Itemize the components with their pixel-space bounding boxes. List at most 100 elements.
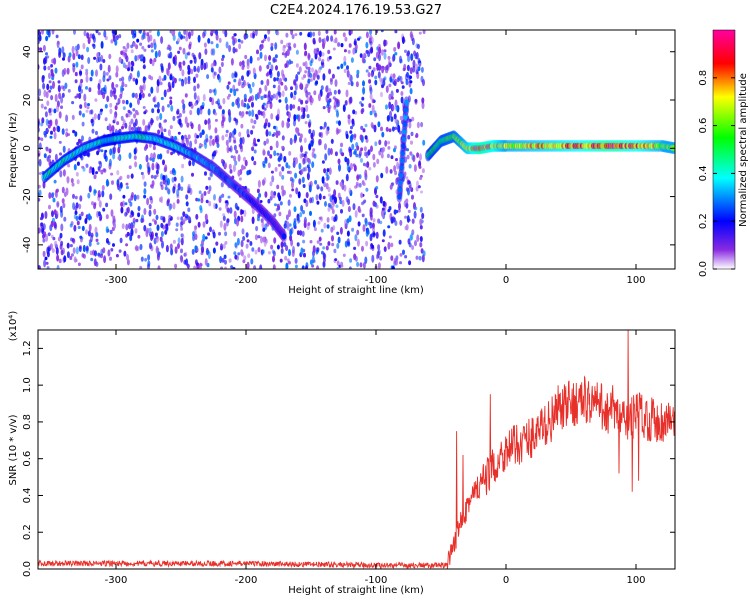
heatmap-cell xyxy=(148,30,152,33)
heatmap-cell xyxy=(334,258,338,262)
heatmap-cell xyxy=(340,264,344,268)
heatmap-cell xyxy=(230,155,234,159)
heatmap-cell xyxy=(91,201,94,206)
heatmap-cell xyxy=(50,64,54,68)
heatmap-cell xyxy=(48,112,52,116)
heatmap-cell xyxy=(172,202,176,210)
heatmap-cell xyxy=(164,164,168,172)
heatmap-cell xyxy=(262,102,266,106)
heatmap-cell xyxy=(412,59,416,68)
heatmap-cell xyxy=(268,68,272,75)
heatmap-cell xyxy=(346,65,349,70)
heatmap-cell xyxy=(118,34,122,39)
heatmap-cell xyxy=(140,58,143,62)
heatmap-cell xyxy=(74,95,78,99)
heatmap-cell xyxy=(329,195,333,203)
heatmap-cell xyxy=(224,162,228,169)
heatmap-cell xyxy=(302,210,305,215)
heatmap-cell xyxy=(189,101,193,106)
heatmap-cell xyxy=(334,151,338,157)
heatmap-cell xyxy=(38,36,41,45)
heatmap-cell xyxy=(255,225,259,232)
heatmap-cell xyxy=(288,223,292,227)
heatmap-cell xyxy=(387,241,391,250)
heatmap-cell xyxy=(285,214,289,221)
heatmap-cell xyxy=(297,106,301,111)
heatmap-cell xyxy=(75,48,79,57)
heatmap-cell xyxy=(305,104,309,113)
heatmap-cell xyxy=(245,111,249,115)
heatmap-cell xyxy=(109,229,113,235)
heatmap-cell xyxy=(299,211,303,218)
heatmap-cell xyxy=(244,159,248,167)
heatmap-cell xyxy=(124,52,128,60)
heatmap-cell xyxy=(78,203,82,210)
heatmap-cell xyxy=(360,192,364,199)
heatmap-cell xyxy=(219,105,222,110)
heatmap-cell xyxy=(325,30,329,34)
heatmap-cell xyxy=(390,116,394,122)
heatmap-cell xyxy=(400,81,404,85)
heatmap-cell xyxy=(274,58,278,63)
heatmap-cell xyxy=(102,168,106,172)
heatmap-ridge-1 xyxy=(396,96,410,203)
heatmap-cell xyxy=(338,120,341,126)
heatmap-cell xyxy=(387,115,390,122)
heatmap-cell xyxy=(301,265,305,269)
heatmap-cell xyxy=(76,93,80,99)
heatmap-cell xyxy=(59,170,63,178)
heatmap-cell xyxy=(330,226,334,233)
heatmap-cell xyxy=(327,49,331,55)
heatmap-cell xyxy=(187,75,191,83)
heatmap-cell xyxy=(333,30,337,35)
heatmap-cell xyxy=(305,199,309,208)
heatmap-cell xyxy=(241,251,244,257)
heatmap-cell xyxy=(405,202,409,209)
heatmap-cell xyxy=(399,219,403,226)
heatmap-cell xyxy=(294,83,298,91)
heatmap-cell xyxy=(299,153,303,159)
heatmap-cell xyxy=(100,149,104,153)
heatmap-cell xyxy=(356,73,360,79)
heatmap-cell xyxy=(398,202,401,210)
heatmap-cell xyxy=(323,121,327,128)
heatmap-cell xyxy=(323,181,327,188)
heatmap-cell xyxy=(89,250,93,256)
heatmap-cell xyxy=(262,160,266,166)
heatmap-cell xyxy=(87,103,90,107)
heatmap-cell xyxy=(209,135,213,139)
bottom-x-tick-label: 0 xyxy=(503,575,509,586)
heatmap-cell xyxy=(214,112,218,116)
heatmap-cell xyxy=(221,57,224,62)
heatmap-cell xyxy=(87,57,91,64)
heatmap-cell xyxy=(233,88,237,97)
top-plot-frame xyxy=(37,29,676,270)
heatmap-cell xyxy=(86,32,90,39)
heatmap-cell xyxy=(350,133,354,140)
heatmap-cell xyxy=(321,52,325,57)
heatmap-cell xyxy=(215,43,219,49)
heatmap-cell xyxy=(248,110,252,117)
heatmap-cell xyxy=(160,65,164,71)
heatmap-cell xyxy=(215,100,219,105)
heatmap-cell xyxy=(149,196,153,201)
heatmap-cell xyxy=(166,149,170,154)
heatmap-cell xyxy=(251,109,255,117)
heatmap-cell xyxy=(311,161,315,169)
heatmap-cell xyxy=(271,133,275,137)
heatmap-cell xyxy=(243,209,247,217)
bottom-x-tick-label: -200 xyxy=(235,575,258,586)
heatmap-cell xyxy=(322,73,326,81)
heatmap-cell xyxy=(45,35,49,42)
heatmap-cell xyxy=(222,243,226,249)
heatmap-cell xyxy=(59,205,63,213)
heatmap-cell xyxy=(189,140,193,149)
heatmap-cell xyxy=(142,119,146,126)
heatmap-cell xyxy=(228,163,232,170)
heatmap-cell xyxy=(188,31,191,40)
heatmap-cell xyxy=(62,145,66,153)
heatmap-cell xyxy=(341,199,345,207)
heatmap-cell xyxy=(82,167,86,172)
heatmap-cell xyxy=(220,243,223,251)
heatmap-cell xyxy=(280,39,284,45)
